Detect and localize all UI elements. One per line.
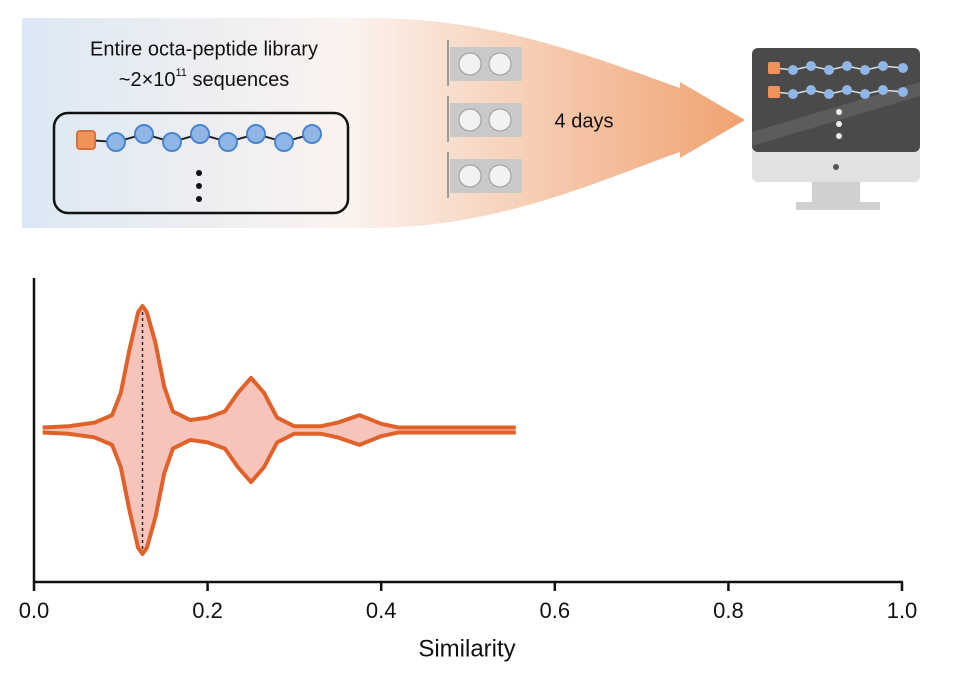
x-tick-label: 0.2: [192, 598, 223, 623]
peptide: [76, 124, 322, 202]
library-box: [52, 111, 350, 215]
violin-fill-lower: [42, 430, 516, 554]
x-axis-label: Similarity: [418, 635, 515, 662]
violin-fill-upper: [42, 306, 516, 430]
x-tick-label: 0.6: [540, 598, 571, 623]
size-exponent: 11: [176, 67, 187, 79]
gpu-cards: [447, 40, 522, 198]
x-tick-label: 0.8: [713, 598, 744, 623]
violin-outline-lower: [42, 430, 516, 556]
x-tick-label: 1.0: [887, 598, 918, 623]
library-size: ~2×1011 sequences: [119, 67, 289, 91]
x-tick-label: 0.0: [19, 598, 50, 623]
process-arrow: [22, 18, 745, 228]
x-tick-label: 0.4: [366, 598, 397, 623]
monitor: [752, 48, 920, 210]
violin-outline-upper: [42, 304, 516, 430]
library-title: Entire octa-peptide library: [90, 38, 318, 60]
duration-label: 4 days: [555, 110, 614, 132]
size-prefix: ~2×10: [119, 69, 176, 91]
size-suffix: sequences: [187, 69, 289, 91]
